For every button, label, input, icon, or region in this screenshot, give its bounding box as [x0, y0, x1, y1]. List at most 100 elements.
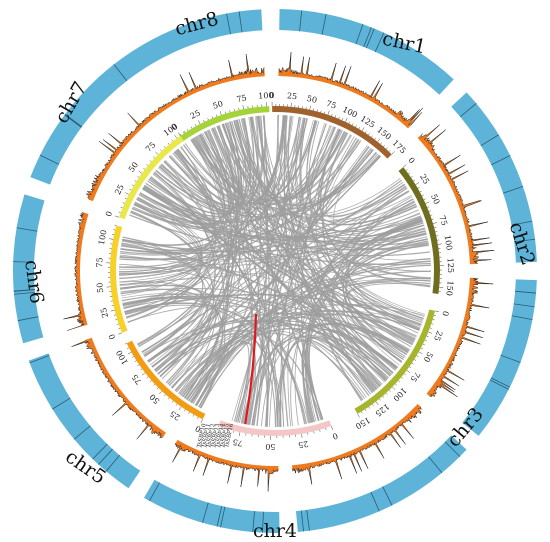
- gene-label: TsSBP11: [201, 423, 212, 448]
- density-chr2: [417, 124, 495, 265]
- outer-ring-marker: [490, 377, 511, 388]
- outer-ring-marker: [513, 303, 535, 308]
- scale-tick: [109, 238, 114, 240]
- scale-tick: [372, 404, 374, 407]
- scale-tick: [197, 416, 199, 419]
- scale-tick: [427, 206, 430, 208]
- inner-ring-chr3: [354, 309, 436, 414]
- scale-tick: [118, 328, 121, 330]
- outer-ring-marker: [321, 13, 327, 35]
- scale-tick: [167, 397, 170, 400]
- scale-tick: [238, 432, 241, 437]
- outer-ring-marker: [515, 290, 537, 294]
- scale-tick: [137, 176, 140, 178]
- synteny-link: [227, 122, 412, 222]
- gene-label: TsSBP14: [215, 423, 226, 449]
- chromosome-label-chr4: chr4: [253, 520, 297, 542]
- outer-ring-chr5: [144, 479, 280, 533]
- scale-tick: [331, 114, 333, 117]
- synteny-link: [118, 125, 332, 272]
- scale-tick: [138, 170, 143, 174]
- synteny-link: [119, 211, 201, 276]
- outer-ring-marker: [52, 397, 71, 410]
- scale-tick: [114, 224, 117, 226]
- scale-tick: [309, 105, 311, 110]
- outer-ring-marker: [502, 186, 524, 194]
- synteny-link: [231, 123, 327, 422]
- outer-ring-marker: [500, 354, 521, 363]
- density-chr6: [71, 337, 166, 440]
- scale-tick: [227, 429, 229, 432]
- outer-ring-marker: [491, 155, 511, 166]
- scale-tick: [327, 110, 330, 115]
- scale-tick-label: 100: [258, 91, 274, 101]
- synteny-link: [224, 122, 377, 206]
- synteny-link: [157, 320, 399, 375]
- density-chr3: [426, 277, 494, 397]
- scale-tick: [171, 400, 174, 403]
- scale-tick: [134, 180, 137, 182]
- outer-ring-marker: [64, 113, 83, 128]
- scale-tick-label: 0: [269, 91, 274, 100]
- outer-ring-marker: [444, 441, 461, 457]
- outer-ring-marker: [92, 443, 108, 460]
- scale-tick-label: 0: [406, 156, 416, 166]
- outer-ring-marker: [226, 13, 231, 35]
- scale-tick: [167, 142, 170, 145]
- scale-tick: [175, 403, 178, 406]
- outer-chromosome-ring: [13, 9, 537, 533]
- synteny-link: [295, 116, 425, 315]
- synteny-link: [122, 295, 383, 385]
- density-chr1: [278, 52, 423, 129]
- scale-tick-label: 150: [444, 280, 454, 296]
- synteny-link: [325, 139, 407, 220]
- inner-ring-chr7: [118, 132, 189, 220]
- scale-tick: [413, 179, 416, 182]
- synteny-link: [216, 126, 401, 215]
- scale-tick-label: 125: [359, 114, 377, 130]
- scale-tick: [331, 425, 334, 430]
- synteny-link: [242, 336, 381, 424]
- density-line-chr6: [71, 339, 164, 440]
- scale-tick: [401, 377, 403, 379]
- synteny-link: [198, 134, 280, 427]
- synteny-link: [155, 155, 381, 218]
- density-line-chr5: [172, 443, 279, 492]
- scale-tick: [411, 362, 414, 365]
- scale-tick: [388, 150, 391, 152]
- outer-ring-marker: [252, 511, 255, 533]
- outer-ring-marker: [489, 379, 509, 390]
- scale-tick-label: 75: [232, 437, 244, 448]
- scale-tick: [383, 144, 385, 147]
- scale-tick-label: 75: [325, 99, 338, 111]
- synteny-link: [197, 135, 378, 390]
- scale-tick-label: 75: [437, 214, 449, 226]
- synteny-link: [141, 179, 403, 353]
- scale-tick: [207, 118, 209, 121]
- scale-tick: [160, 149, 162, 152]
- synteny-link: [231, 120, 417, 226]
- scale-tick-label: 50: [422, 350, 435, 363]
- scale-tick: [143, 167, 146, 170]
- scale-tick: [116, 323, 119, 325]
- scale-tick-label: 25: [169, 409, 182, 422]
- scale-tick: [131, 356, 134, 358]
- gene-labels: TsSBP10TsSBP11TsSBP12TsSBP13TsSBP14TsSBP…: [197, 423, 236, 449]
- highlighted-link: [244, 313, 258, 425]
- scale-tick: [395, 383, 398, 386]
- scale-tick: [163, 146, 166, 148]
- outer-ring-marker: [511, 220, 533, 226]
- outer-ring-marker: [149, 482, 160, 502]
- scale-tick: [334, 115, 337, 118]
- scale-tick: [431, 218, 434, 220]
- scale-tick: [155, 151, 159, 155]
- scale-tick: [345, 118, 348, 122]
- synteny-link: [299, 117, 421, 329]
- synteny-link: [149, 177, 268, 427]
- scale-tick: [319, 429, 321, 432]
- inner-ring-chr8: [180, 106, 270, 141]
- synteny-link: [213, 127, 324, 420]
- outer-ring-marker: [113, 64, 128, 82]
